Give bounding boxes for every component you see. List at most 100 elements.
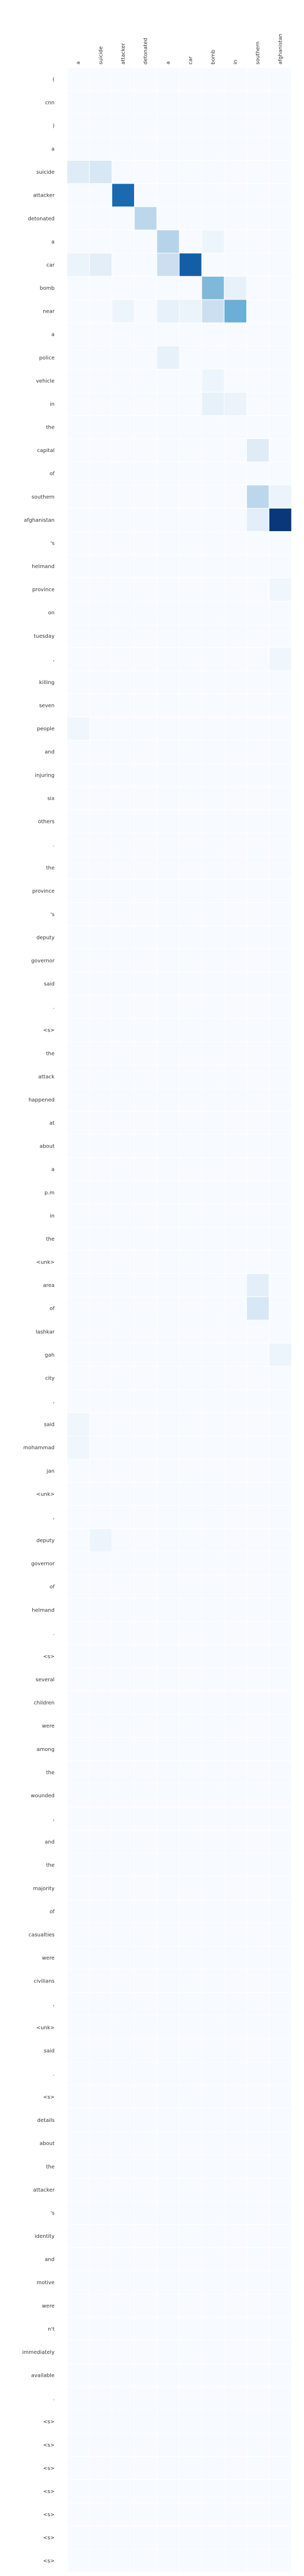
heatmap-cell: [89, 1644, 112, 1668]
heatmap-cell: [89, 1459, 112, 1483]
heatmap-cell: [89, 1575, 112, 1599]
heatmap-cell: [201, 2294, 224, 2318]
heatmap-cell: [156, 1343, 180, 1367]
heatmap-cell: [89, 1134, 112, 1158]
heatmap-cell: [134, 1667, 157, 1692]
heatmap-cell: [134, 763, 157, 787]
heatmap-cell: [246, 1296, 270, 1320]
heatmap-cell: [223, 508, 247, 532]
heatmap-cell: [246, 902, 270, 926]
heatmap-cell: [246, 2131, 270, 2155]
heatmap-cell: [67, 1296, 90, 1320]
heatmap-cell: [223, 2294, 247, 2318]
x-tick-label: bomb: [210, 49, 216, 65]
heatmap-cell: [156, 1435, 180, 1460]
heatmap-cell: [67, 856, 90, 880]
heatmap-cell: [134, 1575, 157, 1599]
heatmap-cell: [246, 461, 270, 485]
y-tick-label: motive: [36, 2280, 55, 2286]
heatmap-cell: [246, 1899, 270, 1924]
heatmap-cell: [134, 1946, 157, 1970]
heatmap-cell: [201, 856, 224, 880]
y-tick-label: .: [53, 2396, 55, 2402]
heatmap-cell: [246, 1575, 270, 1599]
heatmap-cell: [269, 1691, 292, 1715]
heatmap-cell: [223, 485, 247, 509]
heatmap-cell: [89, 809, 112, 833]
heatmap-cell: [156, 1018, 180, 1042]
heatmap-cell: [134, 2108, 157, 2132]
heatmap-cell: [67, 1366, 90, 1390]
heatmap-cell: [179, 160, 202, 184]
heatmap-cell: [67, 137, 90, 161]
heatmap-cell: [111, 2363, 135, 2387]
heatmap-cell: [179, 1389, 202, 1413]
heatmap-cell: [156, 1273, 180, 1297]
heatmap-cell: [67, 1923, 90, 1947]
heatmap-cell: [223, 2201, 247, 2225]
heatmap-cell: [67, 1528, 90, 1552]
heatmap-cell: [67, 1227, 90, 1251]
heatmap-cell: [156, 1923, 180, 1947]
heatmap-cell: [67, 1737, 90, 1761]
heatmap-cell: [269, 183, 292, 208]
heatmap-cell: [156, 624, 180, 648]
heatmap-cell: [246, 1714, 270, 1738]
heatmap-cell: [89, 229, 112, 254]
heatmap-cell: [179, 1111, 202, 1135]
heatmap-cell: [134, 1853, 157, 1877]
heatmap-cell: [179, 1969, 202, 1993]
heatmap-cell: [111, 1204, 135, 1228]
heatmap-cell: [179, 693, 202, 717]
heatmap-cell: [201, 1714, 224, 1738]
heatmap-cell: [134, 1435, 157, 1460]
heatmap-cell: [223, 1551, 247, 1576]
heatmap-cell: [89, 1992, 112, 2016]
heatmap-cell: [223, 1204, 247, 1228]
heatmap-cell: [223, 183, 247, 208]
heatmap-cell: [179, 948, 202, 973]
heatmap-cell: [111, 856, 135, 880]
heatmap-cell: [246, 1482, 270, 1506]
heatmap-cell: [201, 1853, 224, 1877]
heatmap-cell: [179, 1320, 202, 1344]
heatmap-cell: [111, 438, 135, 462]
heatmap-cell: [179, 2178, 202, 2202]
x-axis-tick-labels: a suicide attacker detonated a car bomb in south…: [76, 34, 284, 65]
heatmap-cell: [134, 1992, 157, 2016]
heatmap-cell: [134, 1459, 157, 1483]
heatmap-cell: [269, 1946, 292, 1970]
heatmap-cell: [269, 1783, 292, 1808]
heatmap-cell: [89, 1018, 112, 1042]
heatmap-cell: [246, 1412, 270, 1436]
heatmap-cell: [269, 369, 292, 393]
heatmap-cell: [111, 207, 135, 230]
heatmap-cell: [89, 369, 112, 393]
heatmap-cell: [201, 2363, 224, 2387]
heatmap-cell: [156, 369, 180, 393]
heatmap-cell: [67, 577, 90, 601]
heatmap-cell: [223, 879, 247, 903]
heatmap-cell: [134, 716, 157, 741]
heatmap-cell: [134, 1366, 157, 1390]
heatmap-cell: [67, 2201, 90, 2225]
y-tick-label: jan: [46, 1469, 55, 1474]
y-tick-label: ,: [53, 656, 55, 662]
heatmap-cell: [111, 1853, 135, 1877]
heatmap-cell: [201, 1320, 224, 1344]
heatmap-cell: [179, 786, 202, 810]
heatmap-cell: [223, 1412, 247, 1436]
heatmap-cell: [111, 415, 135, 439]
heatmap-cell: [201, 1435, 224, 1460]
heatmap-cell: [111, 2317, 135, 2341]
heatmap-cell: [89, 67, 112, 92]
heatmap-cell: [179, 2201, 202, 2225]
heatmap-cell: [134, 2479, 157, 2503]
heatmap-cell: [111, 1899, 135, 1924]
heatmap-cell: [89, 1714, 112, 1738]
heatmap-cell: [156, 972, 180, 996]
y-tick-label: deputy: [36, 935, 55, 941]
heatmap-cell: [111, 948, 135, 973]
heatmap-cell: [246, 67, 270, 92]
heatmap-cell: [179, 1041, 202, 1065]
